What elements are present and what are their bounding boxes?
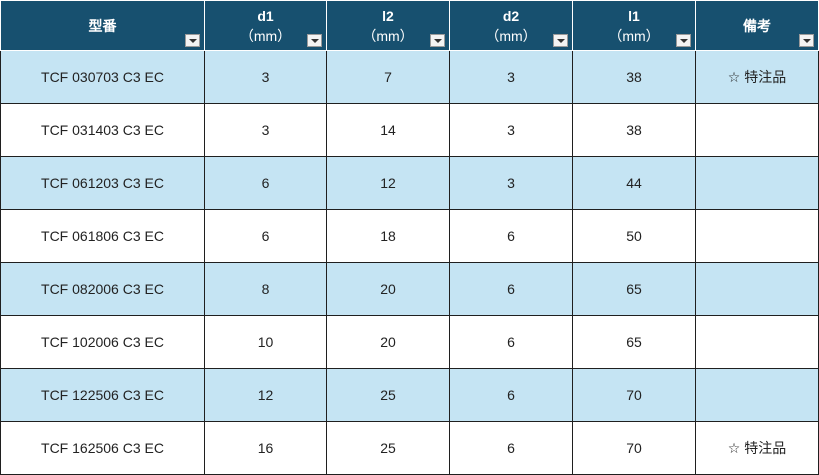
chevron-down-icon: [311, 39, 319, 43]
cell-model-number[interactable]: TCF 031403 C3 EC: [0, 103, 205, 157]
cell-remarks[interactable]: [695, 368, 819, 422]
cell-l2[interactable]: 20: [326, 262, 450, 316]
header-label: l1: [628, 7, 640, 24]
filter-dropdown-button[interactable]: [676, 34, 691, 47]
filter-dropdown-button[interactable]: [185, 34, 200, 47]
header-unit: （mm）: [608, 27, 660, 44]
header-unit: （mm）: [485, 27, 537, 44]
header-label: 備考: [743, 17, 771, 34]
cell-l1[interactable]: 70: [572, 368, 696, 422]
header-label: 型番: [88, 17, 117, 34]
chevron-down-icon: [803, 39, 811, 43]
cell-model-number[interactable]: TCF 122506 C3 EC: [0, 368, 205, 422]
chevron-down-icon: [680, 39, 688, 43]
table-row: TCF 082006 C3 EC 8 20 6 65: [0, 262, 819, 316]
header-row: 型番 d1 （mm） l2 （mm）: [0, 0, 819, 51]
chevron-down-icon: [189, 39, 197, 43]
header-d1: d1 （mm）: [204, 0, 327, 51]
cell-model-number[interactable]: TCF 162506 C3 EC: [0, 421, 205, 475]
cell-d2[interactable]: 6: [449, 209, 573, 263]
cell-d1[interactable]: 8: [204, 262, 327, 316]
filter-dropdown-button[interactable]: [799, 34, 814, 47]
cell-d1[interactable]: 3: [204, 103, 327, 157]
cell-remarks[interactable]: [695, 262, 819, 316]
header-label: l2: [382, 7, 394, 24]
cell-l2[interactable]: 14: [326, 103, 450, 157]
table-row: TCF 102006 C3 EC 10 20 6 65: [0, 315, 819, 369]
chevron-down-icon: [557, 39, 565, 43]
cell-l1[interactable]: 70: [572, 421, 696, 475]
header-l1: l1 （mm）: [572, 0, 696, 51]
cell-d1[interactable]: 10: [204, 315, 327, 369]
table-row: TCF 031403 C3 EC 3 14 3 38: [0, 103, 819, 157]
cell-d1[interactable]: 6: [204, 156, 327, 210]
cell-l1[interactable]: 38: [572, 103, 696, 157]
table-row: TCF 061806 C3 EC 6 18 6 50: [0, 209, 819, 263]
filter-dropdown-button[interactable]: [430, 34, 445, 47]
cell-remarks[interactable]: [695, 103, 819, 157]
header-unit: （mm）: [239, 27, 292, 44]
cell-d2[interactable]: 3: [449, 50, 573, 104]
filter-dropdown-button[interactable]: [553, 34, 568, 47]
cell-model-number[interactable]: TCF 082006 C3 EC: [0, 262, 205, 316]
cell-model-number[interactable]: TCF 061806 C3 EC: [0, 209, 205, 263]
cell-remarks[interactable]: ☆ 特注品: [695, 421, 819, 475]
table-row: TCF 030703 C3 EC 3 7 3 38 ☆ 特注品: [0, 50, 819, 104]
cell-l2[interactable]: 20: [326, 315, 450, 369]
cell-d1[interactable]: 12: [204, 368, 327, 422]
cell-d1[interactable]: 16: [204, 421, 327, 475]
cell-l2[interactable]: 18: [326, 209, 450, 263]
cell-remarks[interactable]: ☆ 特注品: [695, 50, 819, 104]
cell-d2[interactable]: 6: [449, 368, 573, 422]
cell-l1[interactable]: 65: [572, 315, 696, 369]
table-row: TCF 061203 C3 EC 6 12 3 44: [0, 156, 819, 210]
header-unit: （mm）: [362, 27, 414, 44]
cell-d1[interactable]: 6: [204, 209, 327, 263]
cell-l1[interactable]: 38: [572, 50, 696, 104]
cell-d2[interactable]: 6: [449, 315, 573, 369]
cell-d2[interactable]: 6: [449, 421, 573, 475]
cell-l1[interactable]: 50: [572, 209, 696, 263]
cell-l1[interactable]: 44: [572, 156, 696, 210]
table-row: TCF 122506 C3 EC 12 25 6 70: [0, 368, 819, 422]
filter-dropdown-button[interactable]: [307, 34, 322, 47]
chevron-down-icon: [434, 39, 442, 43]
cell-l2[interactable]: 7: [326, 50, 450, 104]
header-remarks: 備考: [695, 0, 819, 51]
cell-d2[interactable]: 3: [449, 156, 573, 210]
cell-model-number[interactable]: TCF 102006 C3 EC: [0, 315, 205, 369]
cell-l2[interactable]: 25: [326, 421, 450, 475]
cell-model-number[interactable]: TCF 061203 C3 EC: [0, 156, 205, 210]
cell-remarks[interactable]: [695, 156, 819, 210]
cell-d2[interactable]: 3: [449, 103, 573, 157]
cell-l2[interactable]: 12: [326, 156, 450, 210]
cell-remarks[interactable]: [695, 315, 819, 369]
header-l2: l2 （mm）: [326, 0, 450, 51]
cell-d1[interactable]: 3: [204, 50, 327, 104]
header-d2: d2 （mm）: [449, 0, 573, 51]
cell-l2[interactable]: 25: [326, 368, 450, 422]
header-label: d1: [257, 7, 274, 24]
cell-model-number[interactable]: TCF 030703 C3 EC: [0, 50, 205, 104]
cell-l1[interactable]: 65: [572, 262, 696, 316]
cell-d2[interactable]: 6: [449, 262, 573, 316]
header-model-number: 型番: [0, 0, 205, 51]
header-label: d2: [502, 7, 520, 24]
cell-remarks[interactable]: [695, 209, 819, 263]
table-row: TCF 162506 C3 EC 16 25 6 70 ☆ 特注品: [0, 421, 819, 475]
